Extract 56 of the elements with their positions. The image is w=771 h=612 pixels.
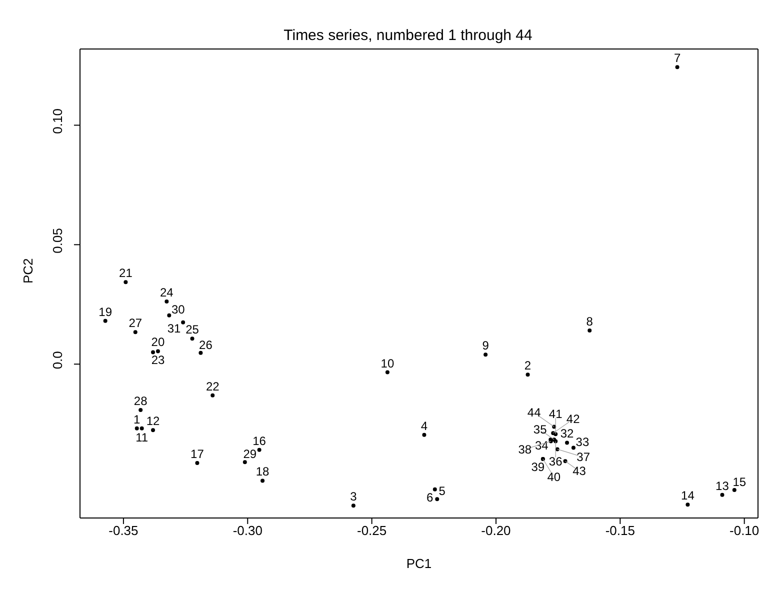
annotation: 6 <box>426 490 434 504</box>
x-tick-label: -0.20 <box>481 523 511 538</box>
annotation: 43 <box>572 464 586 478</box>
annotation: 14 <box>681 488 695 503</box>
annotation: 33 <box>576 434 590 449</box>
y-tick-label: 0.0 <box>50 351 65 370</box>
x-tick-label: -0.35 <box>108 523 138 538</box>
y-tick-label: 0.05 <box>50 228 65 254</box>
annotation: 36 <box>548 454 563 468</box>
annotation: 40 <box>547 470 561 484</box>
annotation: 34 <box>534 438 549 453</box>
annotation: 20 <box>151 335 165 350</box>
annotation: 25 <box>186 322 200 337</box>
annotation: 42 <box>566 412 580 426</box>
annotation: 24 <box>160 286 174 300</box>
annotation: 1 <box>134 412 141 426</box>
annotation: 30 <box>171 302 186 316</box>
annotation: 18 <box>256 464 270 479</box>
annotation: 22 <box>206 379 220 394</box>
annotation: 17 <box>190 447 204 462</box>
annotation: 4 <box>420 418 428 433</box>
annotation: 9 <box>482 338 490 353</box>
x-tick-label: -0.30 <box>232 523 262 538</box>
annotation: 13 <box>716 478 730 493</box>
annotation: 44 <box>527 406 542 420</box>
annotation: 39 <box>531 460 545 474</box>
annotation: 28 <box>134 394 148 408</box>
annotation: 3 <box>350 490 358 504</box>
annotation: 29 <box>243 447 257 462</box>
annotation: 35 <box>533 422 548 437</box>
annotation: 10 <box>380 356 394 370</box>
annotation: 23 <box>151 353 166 368</box>
annotation: 31 <box>167 321 182 336</box>
annotation: 12 <box>146 414 160 428</box>
chart-title: Times series, numbered 1 through 44 <box>284 27 532 44</box>
annotation: 38 <box>518 442 532 456</box>
annotation: 26 <box>199 338 213 352</box>
annotation: 7 <box>674 51 681 66</box>
annotation: 21 <box>119 266 133 280</box>
y-axis-title: PC2 <box>20 258 36 284</box>
x-tick-label: -0.25 <box>356 523 387 538</box>
x-tick-label: -0.10 <box>730 523 760 538</box>
annotation: 5 <box>438 484 446 498</box>
annotation: 19 <box>98 304 112 319</box>
annotation: 37 <box>576 450 590 464</box>
x-axis-title: PC1 <box>406 556 432 571</box>
y-tick-label: 0.10 <box>50 108 65 134</box>
x-tick-label: -0.15 <box>605 523 635 538</box>
annotation: 2 <box>524 358 532 373</box>
annotation: 11 <box>136 430 148 444</box>
annotation: 8 <box>586 314 594 328</box>
annotation: 15 <box>732 475 746 490</box>
annotation: 32 <box>560 426 574 441</box>
annotation: 27 <box>128 316 142 330</box>
annotation: 41 <box>548 407 563 422</box>
annotation: 16 <box>252 434 266 448</box>
